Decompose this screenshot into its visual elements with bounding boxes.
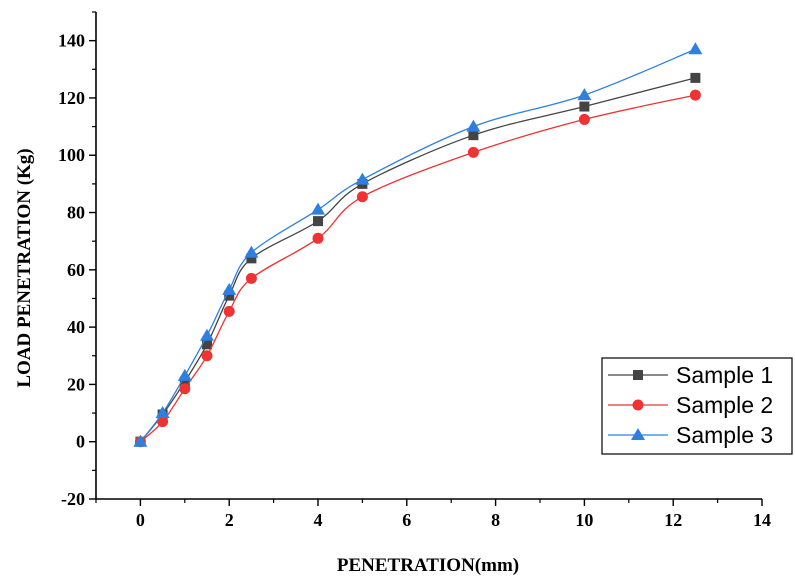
data-point: [577, 88, 592, 101]
series-2: [134, 89, 701, 448]
data-point: [202, 339, 212, 350]
x-tick-label: 6: [402, 510, 411, 530]
y-tick-label: 140: [58, 31, 85, 51]
y-tick-label: 40: [67, 317, 85, 337]
data-point: [246, 253, 257, 264]
y-tick-label: -20: [61, 489, 85, 509]
x-tick-label: 12: [664, 510, 682, 530]
x-tick-label: 14: [753, 510, 771, 530]
legend-item: Sample 3: [608, 422, 773, 448]
data-point: [222, 282, 237, 295]
data-point: [311, 202, 325, 215]
x-tick-label: 2: [225, 510, 234, 530]
axes: 0 2 4 6 8 10 12 14 -20 0 20 40 60 80 100 120 140: [58, 11, 771, 530]
x-axis-title: PENETRATION(mm): [337, 555, 519, 576]
data-point: [224, 290, 235, 301]
data-point: [579, 101, 590, 112]
legend-label: Sample 3: [676, 422, 773, 448]
series-3: [133, 42, 703, 447]
data-point: [133, 434, 148, 447]
data-point: [245, 272, 257, 284]
data-point: [155, 406, 170, 419]
data-point: [179, 376, 190, 387]
legend-label: Sample 2: [676, 392, 773, 418]
data-point: [179, 383, 191, 395]
data-point: [312, 232, 324, 244]
legend: Sample 1 Sample 2 Sample 3: [601, 357, 793, 455]
data-point: [177, 368, 192, 381]
data-point: [355, 172, 370, 185]
legend-item: Sample 1: [608, 362, 773, 388]
data-point: [201, 350, 213, 362]
data-point: [356, 191, 368, 203]
data-point: [690, 72, 701, 83]
x-tick-label: 8: [491, 510, 500, 530]
y-tick-label: 0: [76, 432, 85, 452]
y-axis-title: LOAD PENETRATION (Kg): [14, 148, 35, 387]
data-point: [157, 416, 169, 428]
series-layer: [133, 42, 703, 448]
data-point: [223, 305, 235, 317]
data-point: [578, 113, 590, 125]
data-point: [466, 119, 481, 132]
x-tick-label: 4: [314, 510, 323, 530]
y-tick-label: 100: [58, 145, 85, 165]
x-tick-label: 0: [136, 510, 145, 530]
legend-marker: [631, 428, 645, 440]
data-point: [467, 146, 479, 158]
y-tick-label: 20: [67, 374, 85, 394]
data-point: [244, 245, 259, 258]
data-point: [468, 130, 479, 141]
data-point: [200, 328, 214, 341]
x-tick-label: 10: [575, 510, 593, 530]
data-point: [689, 89, 701, 101]
y-tick-label: 80: [67, 203, 85, 223]
legend-marker: [632, 399, 644, 411]
legend-label: Sample 1: [676, 362, 773, 388]
y-tick-label: 60: [67, 260, 85, 280]
legend-item: Sample 2: [608, 392, 773, 418]
data-point: [688, 42, 703, 55]
data-point: [313, 216, 323, 227]
y-tick-label: 120: [58, 88, 85, 108]
legend-marker: [633, 370, 643, 380]
